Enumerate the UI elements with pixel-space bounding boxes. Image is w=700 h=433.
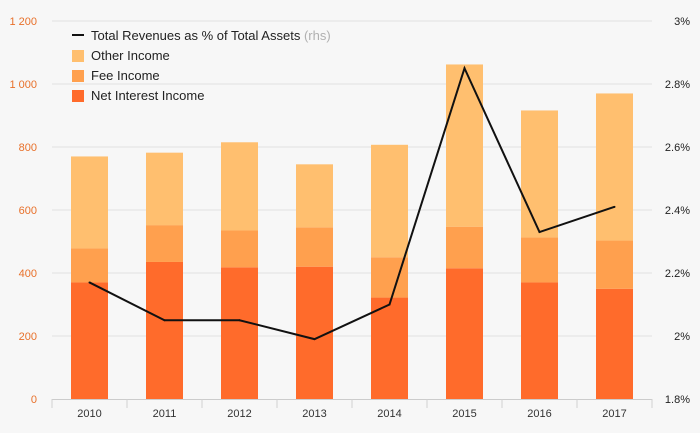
bar-fee-income-2016 [521,237,558,283]
bar-net-interest-income-2012 [221,267,258,399]
bar-other-income-2014 [371,144,408,258]
bar-net-interest-income-2015 [446,268,483,399]
legend-label-revenue-ratio-name: Total Revenues as % of Total Assets [91,28,301,43]
right-y-tick-label: 2.6% [665,142,690,154]
revenue-ratio-polyline [89,65,615,341]
x-tick-label: 2015 [452,408,476,420]
right-y-tick-label: 1.8% [665,394,690,406]
bar-other-income-2016 [521,110,558,238]
left-y-tick-label: 1 000 [9,79,37,91]
legend-swatch-net-interest-income [72,90,84,102]
x-tick-label: 2016 [527,408,551,420]
right-y-tick-label: 3% [674,16,690,28]
revenue-ratio-point-2010 [88,281,91,284]
legend-swatch-other-income [72,50,84,62]
left-y-tick-label: 400 [19,268,37,280]
revenue-ratio-point-2014 [388,303,391,306]
revenue-ratio-point-2011 [163,319,166,322]
right-y-tick-label: 2.4% [665,205,690,217]
right-y-tick-label: 2.2% [665,268,690,280]
left-y-tick-label: 1 200 [9,16,37,28]
x-axis: 2010 2011 2012 2013 2014 2015 2016 2017 [51,399,653,420]
revenue-ratio-point-2015 [463,67,466,70]
legend-label-fee-income: Fee Income [91,68,160,83]
bar-other-income-2013 [296,164,333,228]
legend: Total Revenues as % of Total Assets (rhs… [72,28,331,103]
bar-fee-income-2015 [446,226,483,269]
left-y-tick-label: 600 [19,205,37,217]
left-y-axis: 0 200 400 600 800 1 000 1 200 [9,16,37,406]
revenue-ratio-point-2016 [538,231,541,234]
right-y-axis: 1.8% 2% 2.2% 2.4% 2.6% 2.8% 3% [665,16,690,406]
bar-other-income-2011 [146,152,183,226]
x-tick-label: 2014 [377,408,401,420]
x-tick-label: 2010 [77,408,101,420]
bar-net-interest-income-2010 [71,282,108,399]
revenue-ratio-line [88,65,616,341]
x-tick-label: 2013 [302,408,326,420]
bar-other-income-2010 [71,156,108,249]
bar-fee-income-2011 [146,225,183,262]
bar-other-income-2012 [221,142,258,231]
revenue-ratio-point-2017 [613,205,616,208]
legend-swatch-fee-income [72,70,84,82]
bar-net-interest-income-2016 [521,282,558,399]
legend-label-other-income: Other Income [91,48,170,63]
bar-net-interest-income-2017 [596,288,633,399]
bar-stacks [71,64,633,399]
revenue-ratio-point-2012 [238,319,241,322]
legend-label-net-interest-income: Net Interest Income [91,88,204,103]
left-y-tick-label: 800 [19,142,37,154]
right-y-tick-label: 2% [674,331,690,343]
left-y-tick-label: 200 [19,331,37,343]
x-tick-label: 2017 [602,408,626,420]
x-tick-label: 2011 [153,408,177,420]
legend-label-rhs-suffix: (rhs) [300,28,330,43]
bar-fee-income-2017 [596,240,633,289]
right-y-tick-label: 2.8% [665,79,690,91]
bar-fee-income-2012 [221,230,258,268]
legend-label-revenue-ratio: Total Revenues as % of Total Assets (rhs… [91,28,331,43]
bar-other-income-2017 [596,93,633,241]
bar-fee-income-2010 [71,248,108,283]
left-y-tick-label: 0 [31,394,37,406]
x-tick-label: 2012 [227,408,251,420]
bar-other-income-2015 [446,64,483,227]
revenue-ratio-point-2013 [313,338,316,341]
bar-net-interest-income-2014 [371,297,408,399]
bar-net-interest-income-2011 [146,261,183,399]
bar-fee-income-2013 [296,227,333,267]
